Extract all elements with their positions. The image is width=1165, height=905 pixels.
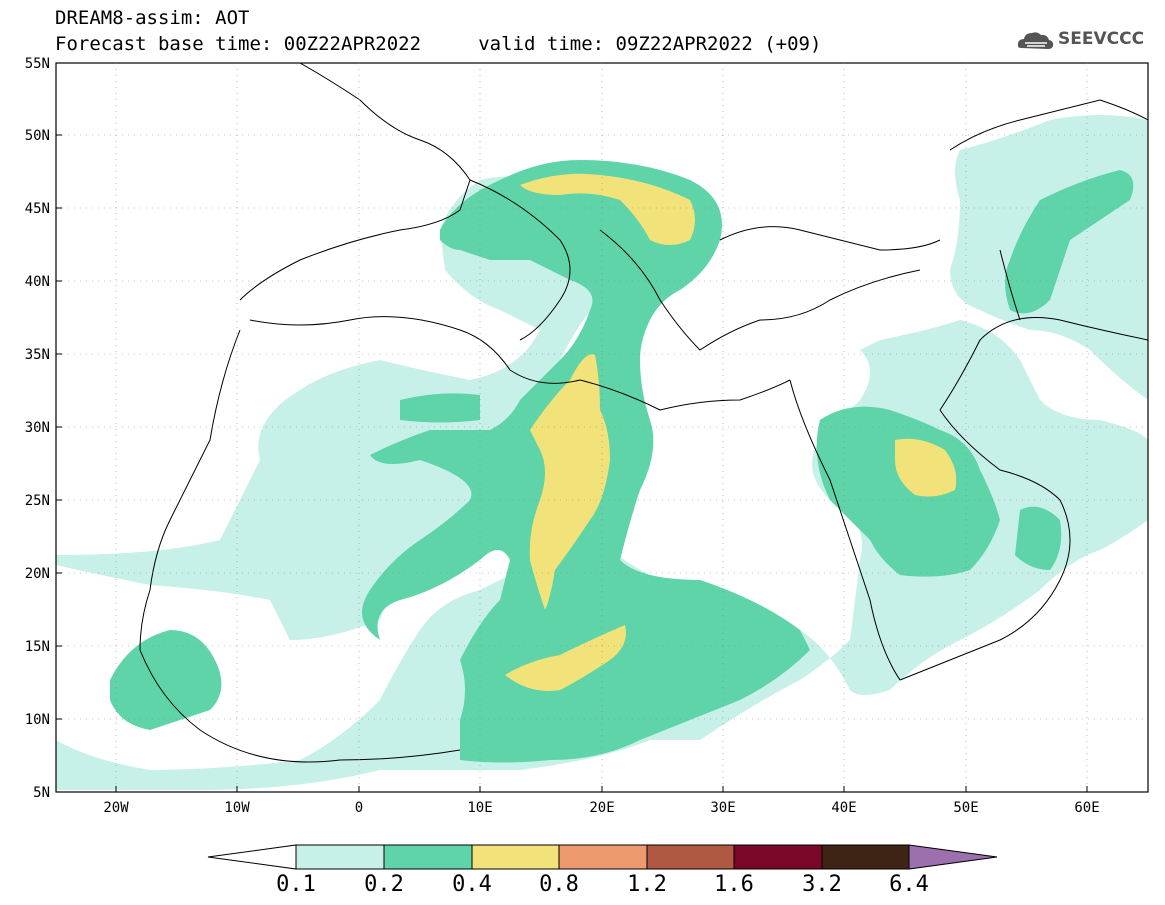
lat-label: 45N bbox=[25, 201, 50, 217]
graticule bbox=[56, 63, 1148, 792]
colorbar-bin bbox=[733, 844, 823, 870]
colorbar-bin bbox=[646, 844, 735, 870]
lon-label: 10E bbox=[467, 800, 492, 816]
colorbar-label: 0.1 bbox=[276, 872, 316, 897]
lat-label: 35N bbox=[25, 347, 50, 363]
aot-level-0.4 bbox=[505, 173, 957, 691]
lat-label: 15N bbox=[25, 639, 50, 655]
colorbar-bin bbox=[558, 844, 648, 870]
colorbar-label: 3.2 bbox=[802, 872, 842, 897]
lat-label: 40N bbox=[25, 274, 50, 290]
lon-label: 20W bbox=[103, 800, 129, 816]
lat-label: 20N bbox=[25, 566, 50, 582]
colorbar-label: 0.2 bbox=[364, 872, 404, 897]
lon-label: 0 bbox=[355, 800, 363, 816]
colorbar-bin bbox=[383, 844, 473, 870]
lon-label: 60E bbox=[1074, 800, 1099, 816]
lat-label: 50N bbox=[25, 128, 50, 144]
colorbar-label: 0.4 bbox=[452, 872, 492, 897]
colorbar-bin bbox=[295, 844, 385, 870]
lon-label: 40E bbox=[831, 800, 856, 816]
lon-label: 20E bbox=[589, 800, 614, 816]
lat-label: 30N bbox=[25, 420, 50, 436]
lon-label: 10W bbox=[224, 800, 250, 816]
colorbar-label: 1.6 bbox=[714, 872, 754, 897]
logo-text: SEEVCCC bbox=[1058, 29, 1145, 49]
lon-label: 50E bbox=[953, 800, 978, 816]
coastlines bbox=[139, 63, 1148, 763]
lat-label: 5N bbox=[33, 785, 50, 801]
forecast-time-line: Forecast base time: 00Z22APR2022 valid t… bbox=[55, 33, 822, 55]
latitude-labels: 55N 50N 45N 40N 35N 30N 25N 20N 15N 10N … bbox=[25, 56, 50, 801]
tick-marks bbox=[56, 62, 1088, 793]
colorbar-high-arrow bbox=[908, 844, 998, 870]
colorbar bbox=[207, 844, 998, 870]
colorbar-bin bbox=[471, 844, 560, 870]
longitude-labels: 20W 10W 0 10E 20E 30E 40E 50E 60E bbox=[103, 800, 1099, 816]
colorbar-label: 1.2 bbox=[627, 872, 667, 897]
colorbar-label: 0.8 bbox=[539, 872, 579, 897]
lon-label: 30E bbox=[710, 800, 735, 816]
lat-label: 10N bbox=[25, 712, 50, 728]
colorbar-label: 6.4 bbox=[889, 872, 929, 897]
lat-label: 55N bbox=[25, 56, 50, 72]
cloud-logo-icon bbox=[1017, 32, 1054, 49]
lat-label: 25N bbox=[25, 493, 50, 509]
aot-shading bbox=[56, 115, 1148, 790]
map-title: DREAM8-assim: AOT bbox=[55, 7, 250, 29]
colorbar-low-arrow bbox=[207, 844, 297, 870]
colorbar-bin bbox=[821, 844, 910, 870]
